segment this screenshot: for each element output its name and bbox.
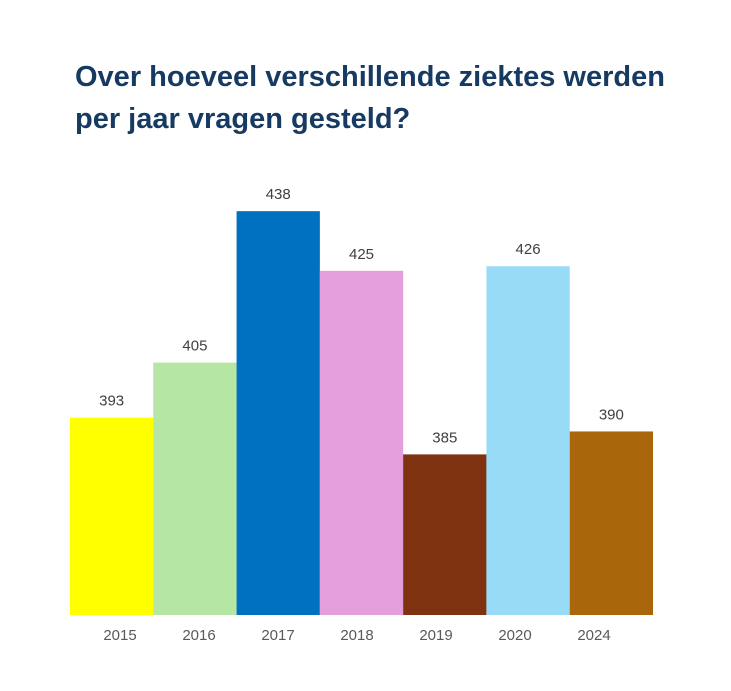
- bar-2018: [319, 270, 404, 615]
- bar-2020: [486, 266, 570, 615]
- bar-2017: [236, 211, 320, 615]
- x-tick-label: 2019: [419, 627, 452, 644]
- data-label-2024: 390: [599, 406, 624, 423]
- bar-2015: [70, 417, 154, 615]
- x-tick-label: 2024: [577, 627, 610, 644]
- data-label-2017: 438: [266, 186, 291, 203]
- bar-2016: [153, 362, 237, 615]
- x-tick-label: 2016: [182, 627, 215, 644]
- x-tick-label: 2018: [340, 627, 373, 644]
- data-label-2020: 426: [516, 241, 541, 258]
- data-label-2015: 393: [99, 393, 124, 410]
- bar-2019: [403, 454, 487, 615]
- x-tick-label: 2015: [103, 627, 136, 644]
- chart-title: Over hoeveel verschillende ziektes werde…: [75, 61, 665, 135]
- data-label-2016: 405: [182, 338, 207, 355]
- data-label-2018: 425: [349, 246, 374, 263]
- bar-2024: [569, 431, 653, 615]
- x-tick-label: 2017: [261, 627, 294, 644]
- data-label-2019: 385: [432, 429, 457, 446]
- x-tick-label: 2020: [498, 627, 531, 644]
